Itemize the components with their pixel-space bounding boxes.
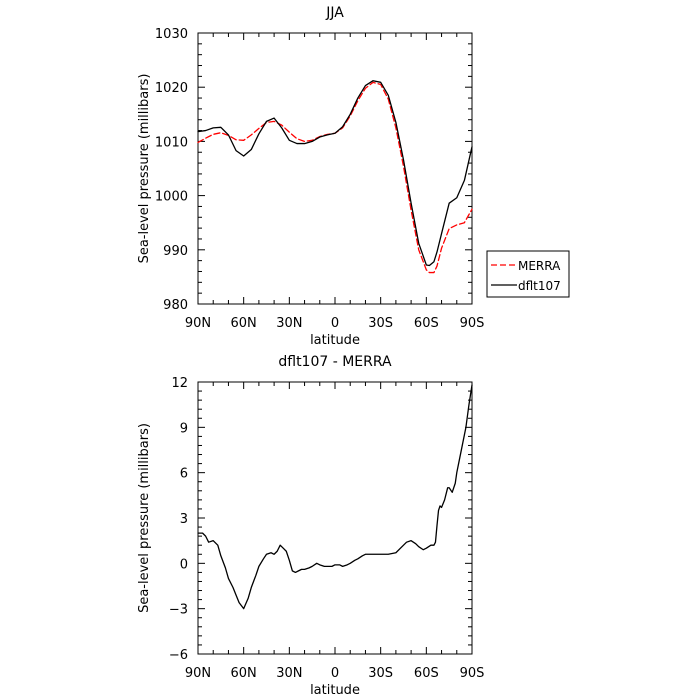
y-tick-label: 990 [163, 244, 188, 259]
y-axis-label: Sea-level pressure (millibars) [137, 74, 152, 264]
legend-label: dflt107 [518, 279, 561, 293]
y-tick-label: 6 [180, 467, 188, 482]
x-tick-label: 60S [414, 316, 439, 331]
x-axis-label: latitude [310, 683, 360, 698]
y-tick-label: 1020 [155, 81, 188, 96]
y-tick-label: 0 [180, 557, 188, 572]
y-tick-label: 3 [180, 512, 188, 527]
x-tick-label: 90S [460, 316, 485, 331]
series-line-0 [197, 384, 473, 610]
y-tick-label: 1010 [155, 135, 188, 150]
y-tick-label: 9 [180, 421, 188, 436]
x-tick-label: 0 [331, 316, 339, 331]
y-tick-label: 980 [163, 298, 188, 313]
y-tick-label: 1030 [155, 27, 188, 42]
x-tick-label: 60N [231, 666, 257, 681]
x-tick-label: 60S [414, 666, 439, 681]
x-tick-label: 60N [231, 316, 257, 331]
series-line-dflt107 [197, 80, 473, 267]
x-axis-label: latitude [310, 333, 360, 348]
y-tick-label: −6 [169, 648, 188, 663]
y-axis-label: Sea-level pressure (millibars) [137, 423, 152, 613]
y-tick-label: −3 [169, 603, 188, 618]
x-tick-label: 30S [368, 666, 393, 681]
x-tick-label: 90N [185, 666, 211, 681]
chart-title: dflt107 - MERRA [278, 354, 392, 370]
series-line-merra [197, 81, 473, 274]
x-tick-label: 0 [331, 666, 339, 681]
x-tick-label: 90N [185, 316, 211, 331]
plot-frame [197, 381, 473, 655]
y-tick-label: 12 [171, 376, 188, 391]
x-tick-label: 30N [276, 666, 302, 681]
x-tick-label: 90S [460, 666, 485, 681]
y-tick-label: 1000 [155, 190, 188, 205]
chart-title: JJA [325, 5, 344, 21]
legend-label: MERRA [518, 259, 561, 273]
legend-box [486, 250, 570, 298]
plot-frame [197, 32, 473, 305]
x-tick-label: 30S [368, 316, 393, 331]
x-tick-label: 30N [276, 316, 302, 331]
